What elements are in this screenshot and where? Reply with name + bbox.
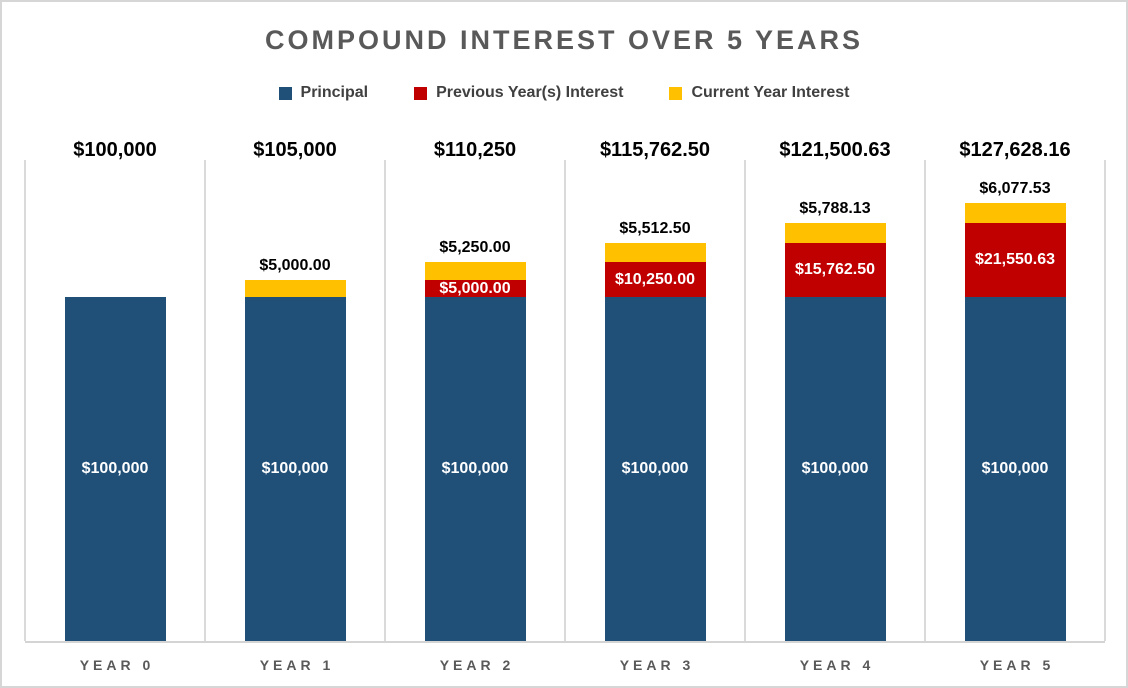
segment-label-current-year-interest: $5,000.00 [259,257,331,275]
bar-segment-principal: $100,000 [784,297,886,641]
gridline [1104,160,1106,641]
bar-segment-previous-years-interest: $5,000.00 [424,279,526,298]
chart-title: COMPOUND INTEREST OVER 5 YEARS [264,25,864,55]
bar-segment-current-year-interest [604,243,706,263]
total-label: $105,000 [253,139,337,161]
segment-label-principal: $100,000 [981,460,1049,478]
gridline [564,160,566,641]
x-axis-label: YEAR 0 [79,657,155,673]
segment-label-previous-years-interest: $10,250.00 [614,270,696,288]
bar-segment-current-year-interest [784,223,886,244]
bar-segment-current-year-interest [964,202,1066,224]
segment-label-previous-years-interest: $5,000.00 [439,279,511,297]
segment-label-current-year-interest: $5,250.00 [439,239,511,257]
legend-item-principal: Principal [278,84,369,102]
legend-swatch-current-year-interest-icon [669,86,683,100]
bar-segment-principal: $100,000 [64,297,166,641]
bar-segment-previous-years-interest: $10,250.00 [604,262,706,298]
bar-segment-previous-years-interest: $21,550.63 [964,223,1066,298]
total-label: $121,500.63 [779,139,891,161]
bar-segment-principal: $100,000 [244,297,346,641]
segment-label-principal: $100,000 [261,460,329,478]
x-axis-line [25,641,1105,643]
legend-swatch-previous-years-interest-icon [414,86,428,100]
segment-label-principal: $100,000 [81,460,149,478]
segment-label-current-year-interest: $5,512.50 [619,220,691,238]
bar-segment-current-year-interest [424,262,526,281]
segment-label-principal: $100,000 [801,460,869,478]
legend-swatch-principal-icon [278,86,292,100]
legend: Principal Previous Year(s) Interest Curr… [2,84,1126,102]
gridline [24,160,26,641]
segment-label-current-year-interest: $5,788.13 [799,200,871,218]
segment-label-current-year-interest: $6,077.53 [979,179,1051,197]
gridline [384,160,386,641]
gridline [924,160,926,641]
segment-label-previous-years-interest: $21,550.63 [974,251,1056,269]
gridline [744,160,746,641]
legend-label-previous-years-interest: Previous Year(s) Interest [436,84,624,101]
bar-segment-principal: $100,000 [424,297,526,641]
gridline [204,160,206,641]
bar-segment-principal: $100,000 [604,297,706,641]
legend-item-previous-years-interest: Previous Year(s) Interest [414,84,623,102]
bar-segment-principal: $100,000 [964,297,1066,641]
legend-label-principal: Principal [300,84,369,101]
x-axis-label: YEAR 1 [259,657,335,673]
bar-segment-current-year-interest [244,280,346,298]
x-axis-label: YEAR 5 [979,657,1055,673]
legend-label-current-year-interest: Current Year Interest [691,84,850,101]
segment-label-principal: $100,000 [621,460,689,478]
segment-label-principal: $100,000 [441,460,509,478]
legend-item-current-year-interest: Current Year Interest [669,84,849,102]
segment-label-previous-years-interest: $15,762.50 [794,261,876,279]
total-label: $100,000 [73,139,157,161]
x-axis-label: YEAR 3 [619,657,695,673]
bar-segment-previous-years-interest: $15,762.50 [784,243,886,298]
x-axis-label: YEAR 4 [799,657,875,673]
x-axis-label: YEAR 2 [439,657,515,673]
total-label: $110,250 [433,139,517,161]
total-label: $127,628.16 [959,139,1071,161]
total-label: $115,762.50 [599,139,711,161]
